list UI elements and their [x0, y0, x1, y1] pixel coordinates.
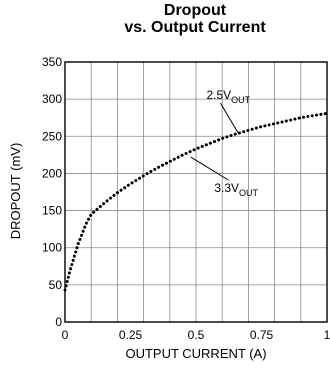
x-tick-label: 0.5 [188, 328, 205, 342]
axis-ticks: 0 50 100 150 200 250 300 350 0 0.25 0.5 0.75 1 [42, 55, 330, 342]
annotations-layer: 2.5VOUT 3.3VOUT [190, 88, 259, 198]
x-tick-label: 0.25 [119, 328, 143, 342]
x-axis-label: OUTPUT CURRENT (A) [125, 346, 266, 361]
annotation-label: 2.5VOUT [206, 88, 250, 105]
x-tick-label: 0.75 [250, 328, 274, 342]
chart-title: Dropout vs. Output Current [0, 2, 330, 36]
y-tick-label: 100 [42, 241, 62, 255]
y-tick-label: 0 [55, 315, 62, 329]
annotation-leader [220, 102, 239, 133]
annotation-label: 3.3VOUT [214, 181, 258, 198]
y-axis-label: DROPOUT (mV) [8, 143, 23, 240]
y-tick-label: 200 [42, 166, 62, 180]
plot-frame [64, 61, 328, 323]
x-tick-label: 1 [324, 328, 330, 342]
y-tick-label: 350 [42, 55, 62, 69]
chart-title-line2: vs. Output Current [124, 19, 266, 36]
series-line [63, 111, 329, 292]
y-tick-label: 250 [42, 129, 62, 143]
grid [64, 61, 328, 323]
x-tick-label: 0 [62, 328, 69, 342]
y-tick-label: 50 [49, 278, 63, 292]
annotation-leader [190, 156, 229, 181]
chart-title-line1: Dropout [163, 2, 227, 19]
y-tick-label: 300 [42, 92, 62, 106]
series-layer [63, 111, 329, 292]
y-tick-label: 150 [42, 204, 62, 218]
